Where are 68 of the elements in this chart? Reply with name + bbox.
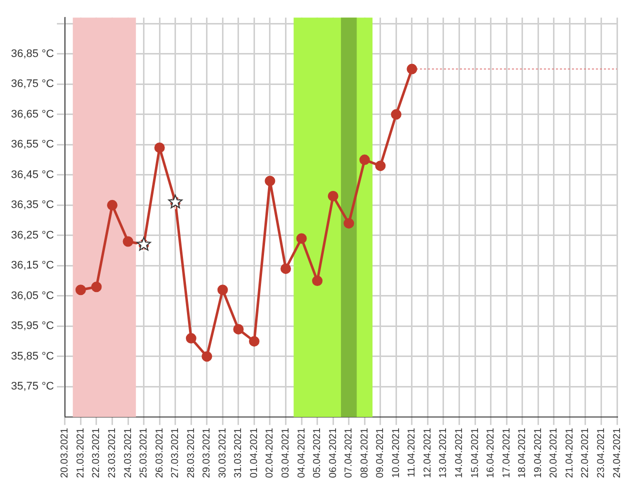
x-tick-label: 07.04.2021 — [344, 428, 355, 478]
point — [390, 109, 402, 120]
x-tick-label: 01.04.2021 — [248, 428, 260, 478]
x-tick-label: 09.04.2021 — [375, 428, 386, 478]
point — [312, 276, 323, 286]
y-tick-label: 36,35 °C — [10, 199, 54, 212]
x-tick-label: 27.03.2021 — [170, 428, 182, 478]
point — [328, 190, 338, 202]
point — [359, 154, 370, 166]
point — [264, 176, 276, 186]
y-tick-label: 36,25 °C — [10, 229, 54, 242]
y-tick-label: 36,15 °C — [10, 260, 54, 272]
x-tick-label: 02.04.2021 — [264, 428, 276, 478]
x-tick-label: 17.04.2021 — [501, 428, 512, 478]
point — [375, 160, 386, 172]
x-tick-label: 16.04.2021 — [486, 428, 497, 478]
x-tick-label: 24.04.2021 — [612, 428, 623, 478]
point — [344, 218, 354, 229]
x-tick-label: 12.04.2021 — [422, 428, 434, 478]
x-tick-label: 11.04.2021 — [406, 428, 418, 478]
point — [186, 333, 196, 344]
x-tick-label: 08.04.2021 — [359, 428, 370, 478]
x-tick-label: 03.04.2021 — [280, 428, 292, 478]
x-tick-label: 21.04.2021 — [564, 428, 576, 478]
x-tick-label: 13.04.2021 — [438, 428, 450, 478]
x-tick-label: 20.04.2021 — [548, 428, 560, 478]
y-tick-label: 36,65 °C — [10, 108, 54, 120]
x-tick-label: 18.04.2021 — [517, 428, 528, 478]
y-tick-label: 36,55 °C — [10, 138, 54, 151]
point — [280, 263, 292, 274]
point — [248, 336, 260, 347]
point — [91, 282, 102, 292]
point — [106, 200, 118, 210]
y-tick-label: 35,95 °C — [10, 320, 54, 332]
x-tick-label: 21.03.2021 — [75, 428, 86, 478]
point — [75, 284, 86, 296]
x-tick-label: 29.03.2021 — [202, 428, 213, 478]
x-tick-label: 22.04.2021 — [580, 428, 592, 478]
x-tick-label: 10.04.2021 — [390, 428, 402, 478]
x-tick-label: 05.04.2021 — [312, 428, 324, 478]
y-tick-label: 36,85 °C — [10, 48, 54, 60]
x-tick-label: 06.04.2021 — [328, 428, 339, 478]
point — [406, 64, 418, 74]
x-tick-label: 04.04.2021 — [296, 428, 308, 478]
x-tick-label: 24.03.2021 — [122, 428, 134, 478]
x-tick-label: 25.03.2021 — [138, 428, 150, 478]
y-tick-label: 36,45 °C — [10, 168, 54, 181]
point — [122, 236, 134, 247]
x-tick-label: 15.04.2021 — [470, 428, 481, 478]
x-tick-label: 22.03.2021 — [91, 428, 102, 478]
x-tick-label: 14.04.2021 — [454, 428, 466, 478]
y-tick-label: 36,05 °C — [10, 290, 54, 302]
y-tick-label: 35,75 °C — [10, 380, 54, 393]
x-tick-label: 20.03.2021 — [60, 428, 71, 478]
x-tick-label: 23.03.2021 — [106, 428, 118, 478]
x-tick-label: 30.03.2021 — [217, 428, 228, 478]
x-tick-label: 23.04.2021 — [596, 428, 607, 478]
point — [202, 351, 212, 362]
point — [296, 233, 307, 244]
x-tick-label: 19.04.2021 — [532, 428, 544, 478]
point — [154, 142, 165, 153]
x-tick-label: 28.03.2021 — [186, 428, 197, 478]
y-tick-label: 36,75 °C — [10, 78, 54, 90]
point — [233, 324, 244, 334]
y-tick-label: 35,85 °C — [10, 350, 54, 362]
x-tick-label: 26.03.2021 — [154, 428, 166, 478]
x-tick-label: 31.03.2021 — [233, 428, 244, 478]
point — [217, 284, 228, 296]
